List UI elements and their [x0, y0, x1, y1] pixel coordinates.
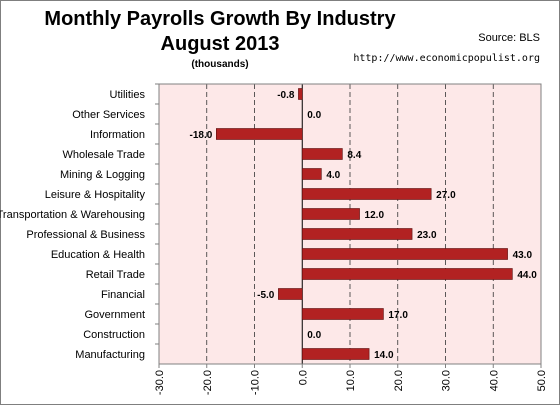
category-label: Wholesale Trade — [62, 149, 145, 161]
bar — [301, 148, 343, 160]
data-label: 43.0 — [513, 250, 533, 261]
data-label: -18.0 — [190, 130, 213, 141]
source-url: http://www.economicpopulist.org — [353, 53, 540, 64]
data-label: 0.0 — [307, 330, 321, 341]
source-label: Source: BLS — [478, 32, 540, 44]
category-label: Manufacturing — [75, 349, 145, 361]
x-tick-label: 40.0 — [488, 370, 500, 391]
x-tick-label: 30.0 — [441, 370, 453, 391]
data-label: 17.0 — [388, 310, 408, 321]
bar — [278, 288, 303, 300]
bar — [298, 88, 303, 100]
category-label: Education & Health — [51, 249, 145, 261]
bar — [301, 228, 413, 240]
category-label: Utilities — [110, 89, 146, 101]
category-label: Leisure & Hospitality — [45, 189, 146, 201]
x-tick-label: -10.0 — [250, 370, 262, 395]
bar — [301, 308, 384, 320]
chart-title: Monthly Payrolls Growth By Industry — [44, 8, 396, 30]
data-label: -5.0 — [257, 290, 275, 301]
x-tick-label: -20.0 — [202, 370, 214, 395]
category-label: Professional & Business — [26, 229, 145, 241]
chart-subtitle: (thousands) — [191, 59, 249, 70]
data-label: 0.0 — [307, 110, 321, 121]
x-tick-label: -30.0 — [154, 370, 166, 395]
bar — [301, 168, 322, 180]
bar — [301, 348, 370, 360]
data-label: -0.8 — [277, 90, 295, 101]
chart-title-date: August 2013 — [160, 33, 280, 55]
bar — [301, 208, 360, 220]
bar — [301, 248, 508, 260]
category-label: Retail Trade — [86, 269, 145, 281]
data-label: 8.4 — [347, 150, 361, 161]
category-label: Construction — [83, 329, 145, 341]
data-label: 4.0 — [326, 170, 340, 181]
bar — [301, 268, 513, 280]
category-label: Other Services — [72, 109, 145, 121]
category-label: Transportation & Warehousing — [0, 209, 145, 221]
bar — [301, 188, 432, 200]
category-label: Information — [90, 129, 145, 141]
x-tick-label: 0.0 — [297, 370, 309, 385]
data-label: 14.0 — [374, 350, 394, 361]
x-tick-label: 50.0 — [536, 370, 548, 391]
data-label: 12.0 — [365, 210, 385, 221]
category-label: Financial — [101, 289, 145, 301]
data-label: 23.0 — [417, 230, 437, 241]
x-tick-label: 20.0 — [393, 370, 405, 391]
bar — [216, 128, 303, 140]
x-tick-label: 10.0 — [345, 370, 357, 391]
category-label: Government — [84, 309, 145, 321]
category-label: Mining & Logging — [60, 169, 145, 181]
data-label: 44.0 — [517, 270, 537, 281]
data-label: 27.0 — [436, 190, 456, 201]
